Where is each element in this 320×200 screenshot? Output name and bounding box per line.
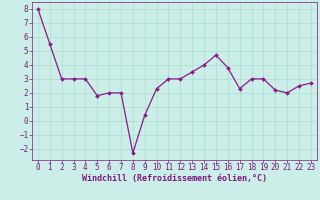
X-axis label: Windchill (Refroidissement éolien,°C): Windchill (Refroidissement éolien,°C) — [82, 174, 267, 183]
